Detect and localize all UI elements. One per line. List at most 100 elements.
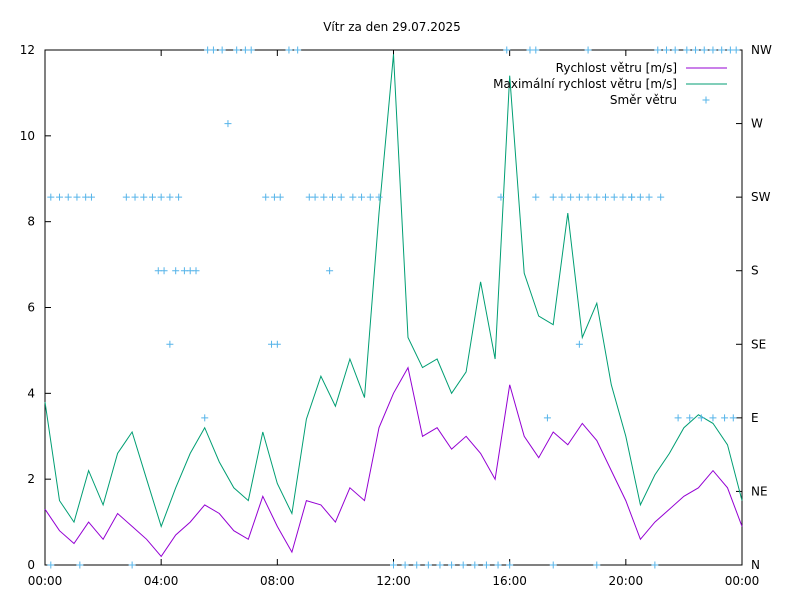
direction-point [459,561,467,569]
y2-tick-label: SE [751,337,766,351]
y2-tick-label: W [751,117,763,131]
direction-point [645,193,653,201]
y-tick-label: 6 [27,301,35,315]
direction-point [262,193,270,201]
direction-point [503,46,511,54]
direction-point [593,193,601,201]
legend-label: Maximální rychlost větru [m/s] [493,77,677,91]
legend-label: Rychlost větru [m/s] [556,61,677,75]
direction-point [471,561,479,569]
direction-point [390,561,397,569]
direction-point [692,46,700,54]
legend-marker [702,96,710,104]
direction-point [224,120,232,128]
direction-point [543,414,551,422]
y-tick-label: 12 [20,43,35,57]
direction-point [657,193,665,201]
direction-point [575,193,583,201]
y-tick-label: 8 [27,215,35,229]
y2-tick-label: NE [751,484,768,498]
direction-point [619,193,627,201]
direction-point [686,414,694,422]
direction-point [593,561,601,569]
direction-point [654,46,662,54]
direction-point [375,193,383,201]
direction-point [285,46,293,54]
direction-point [662,46,670,54]
chart-title: Vítr za den 29.07.2025 [323,20,461,34]
direction-point [436,561,444,569]
direction-point [558,193,566,201]
x-tick-label: 16:00 [492,574,527,588]
y-tick-label: 10 [20,129,35,143]
direction-point [700,46,708,54]
direction-point [140,193,148,201]
direction-point [628,193,636,201]
direction-point [575,340,583,348]
direction-point [709,46,717,54]
direction-point [549,561,557,569]
x-tick-label: 12:00 [376,574,411,588]
x-tick-label: 20:00 [609,574,644,588]
direction-point [320,193,328,201]
direction-point [175,193,183,201]
direction-point [497,193,505,201]
legend-label: Směr větru [610,93,677,107]
direction-point [424,561,432,569]
direction-point [413,561,421,569]
direction-point [157,193,165,201]
direction-point [732,46,740,54]
y-tick-label: 2 [27,472,35,486]
y2-tick-label: S [751,264,759,278]
series-line-speed [44,366,743,558]
direction-point [47,561,55,569]
direction-point [209,46,217,54]
direction-point [674,414,682,422]
direction-point [506,561,514,569]
x-tick-label: 00:00 [725,574,760,588]
direction-point [76,561,84,569]
direction-point [448,561,456,569]
direction-point [276,193,284,201]
direction-point [651,561,659,569]
direction-point [273,340,281,348]
x-tick-label: 08:00 [260,574,295,588]
direction-point [329,193,337,201]
direction-point [87,193,95,201]
x-tick-label: 04:00 [144,574,179,588]
direction-point [401,561,409,569]
direction-point [311,193,319,201]
direction-point [148,193,156,201]
direction-point [718,46,726,54]
direction-point [602,193,610,201]
direction-point [482,561,490,569]
direction-point [636,193,644,201]
direction-point [218,46,226,54]
direction-point [532,193,540,201]
direction-point [729,414,737,422]
y2-tick-label: SW [751,190,771,204]
direction-point [294,46,302,54]
direction-point [128,561,136,569]
direction-point [47,193,55,201]
direction-point [326,267,334,275]
direction-point [532,46,540,54]
direction-point [709,414,717,422]
y-tick-label: 0 [27,558,35,572]
direction-point [549,193,557,201]
direction-point [131,193,139,201]
direction-point [192,267,200,275]
direction-point [584,193,592,201]
direction-point [56,193,64,201]
direction-point [584,46,592,54]
direction-point [166,193,174,201]
x-tick-label: 00:00 [28,574,63,588]
direction-point [366,193,374,201]
direction-point [349,193,357,201]
y2-tick-label: E [751,411,759,425]
direction-point [697,414,705,422]
direction-point [567,193,575,201]
direction-point [172,267,180,275]
direction-point [166,340,174,348]
